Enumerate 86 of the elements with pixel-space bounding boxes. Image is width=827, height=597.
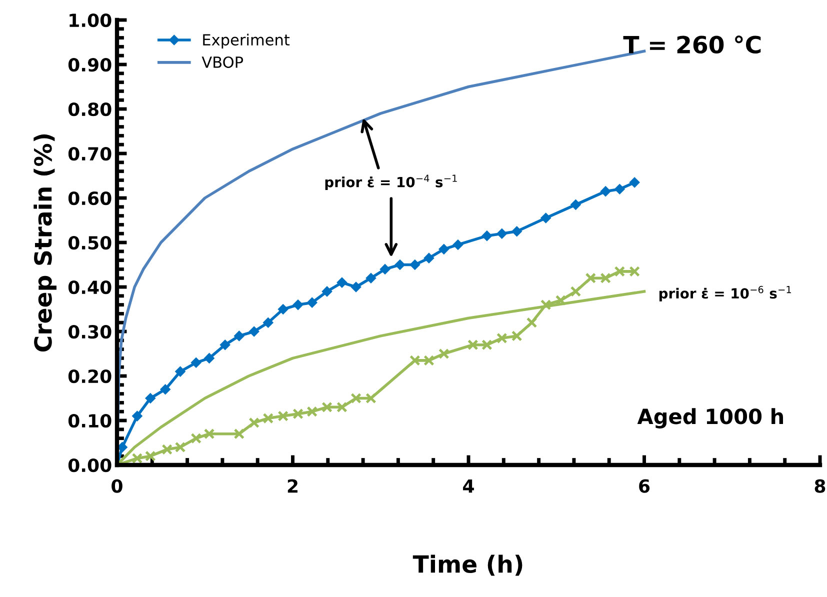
point (409, 355, 420, 366)
point (190, 432, 202, 444)
point (540, 299, 552, 310)
point (175, 366, 186, 377)
point (292, 408, 304, 420)
point (248, 417, 260, 428)
point (162, 444, 173, 455)
point (570, 286, 582, 297)
point (204, 428, 215, 440)
legend-label: Experiment (203, 34, 290, 49)
y-tick-label: 0.30 (68, 324, 112, 339)
point (570, 200, 581, 210)
point (540, 212, 551, 224)
x-tick-label: 0 (112, 479, 122, 493)
point (585, 272, 596, 284)
y-tick-label: 1.00 (70, 13, 112, 28)
y-tick-label: 0.80 (68, 102, 112, 116)
point (350, 282, 362, 292)
point (144, 450, 156, 462)
point (220, 340, 230, 350)
y-tick-label: 0.00 (68, 458, 112, 472)
y-tick-label: 0.60 (68, 191, 112, 206)
y-tick-label: 0.20 (68, 369, 112, 384)
point (438, 244, 450, 254)
point (190, 358, 202, 368)
y-tick-label: 0.10 (68, 414, 112, 428)
point (262, 412, 274, 424)
point (512, 226, 522, 236)
x-tick-label: 2 (288, 479, 298, 493)
point (350, 392, 362, 404)
point (306, 297, 318, 308)
point (424, 355, 434, 366)
point (132, 410, 142, 422)
point (600, 272, 611, 284)
point (394, 260, 406, 270)
point (526, 317, 538, 328)
x-tick-label: 4 (463, 479, 474, 493)
point (629, 266, 640, 277)
y-tick-label: 0.90 (68, 58, 112, 72)
point (174, 442, 186, 453)
y-axis-title: Creep Strain (%) (34, 134, 56, 352)
point (278, 410, 288, 422)
point (322, 402, 332, 413)
point (424, 252, 434, 264)
point (366, 392, 376, 404)
point (336, 402, 348, 413)
point (160, 384, 170, 394)
x-axis-title: Time (h) (412, 554, 522, 576)
point (511, 330, 522, 342)
point (132, 452, 143, 464)
point (629, 177, 640, 188)
point (306, 406, 318, 418)
point (322, 286, 332, 297)
annotation: prior ε̇ = 10$^{−6}$ s$^{−1}$ (659, 286, 791, 302)
point (292, 300, 304, 310)
point (467, 339, 478, 350)
point (614, 184, 625, 194)
annotation: prior ε̇ = 10$^{−4}$ s$^{−1}$ (325, 174, 457, 190)
point (234, 330, 244, 342)
point (482, 230, 492, 241)
point (452, 240, 464, 250)
point (555, 294, 566, 306)
point (496, 332, 508, 344)
point (278, 304, 288, 314)
point (496, 228, 508, 239)
point (410, 260, 420, 270)
point (366, 272, 376, 284)
point (600, 186, 611, 196)
y-tick-label: 0.40 (68, 280, 112, 294)
y-tick-label: 0.50 (68, 236, 112, 250)
annotation: T = 260 °C (623, 36, 761, 54)
point (438, 348, 450, 360)
y-tick-label: 0.70 (68, 146, 112, 161)
point (204, 353, 214, 364)
x-tick-label: 6 (639, 479, 650, 493)
point (263, 317, 274, 328)
point (380, 264, 390, 274)
legend-label: VBOP (202, 56, 244, 68)
annotation: Aged 1000 h (637, 408, 783, 428)
point (234, 428, 245, 440)
point (614, 266, 626, 277)
point (248, 326, 260, 337)
x-tick-label: 8 (814, 479, 826, 493)
point (336, 277, 348, 288)
point (482, 339, 492, 350)
point (145, 393, 156, 404)
